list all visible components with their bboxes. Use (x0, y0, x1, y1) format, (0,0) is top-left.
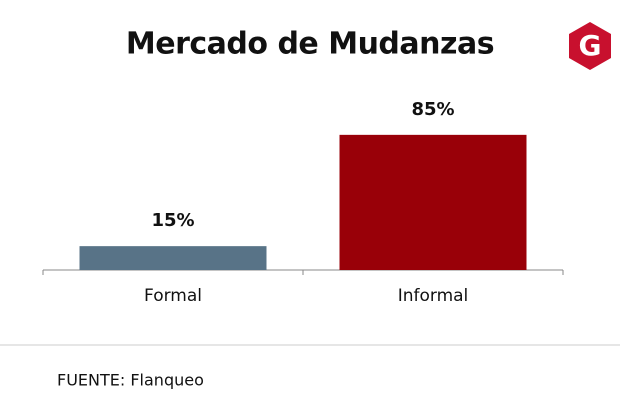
logo-letter: G (579, 29, 602, 62)
x-tick-label: Formal (144, 286, 202, 306)
x-tick-label: Informal (398, 286, 469, 306)
logo: G (569, 22, 611, 70)
logo-badge (569, 22, 611, 70)
bar (339, 134, 527, 270)
value-label: 85% (411, 99, 454, 120)
source-note: FUENTE: Flanqueo (57, 371, 204, 390)
bar (79, 246, 267, 270)
chart-title: Mercado de Mudanzas (126, 27, 494, 62)
value-label: 15% (151, 210, 194, 231)
